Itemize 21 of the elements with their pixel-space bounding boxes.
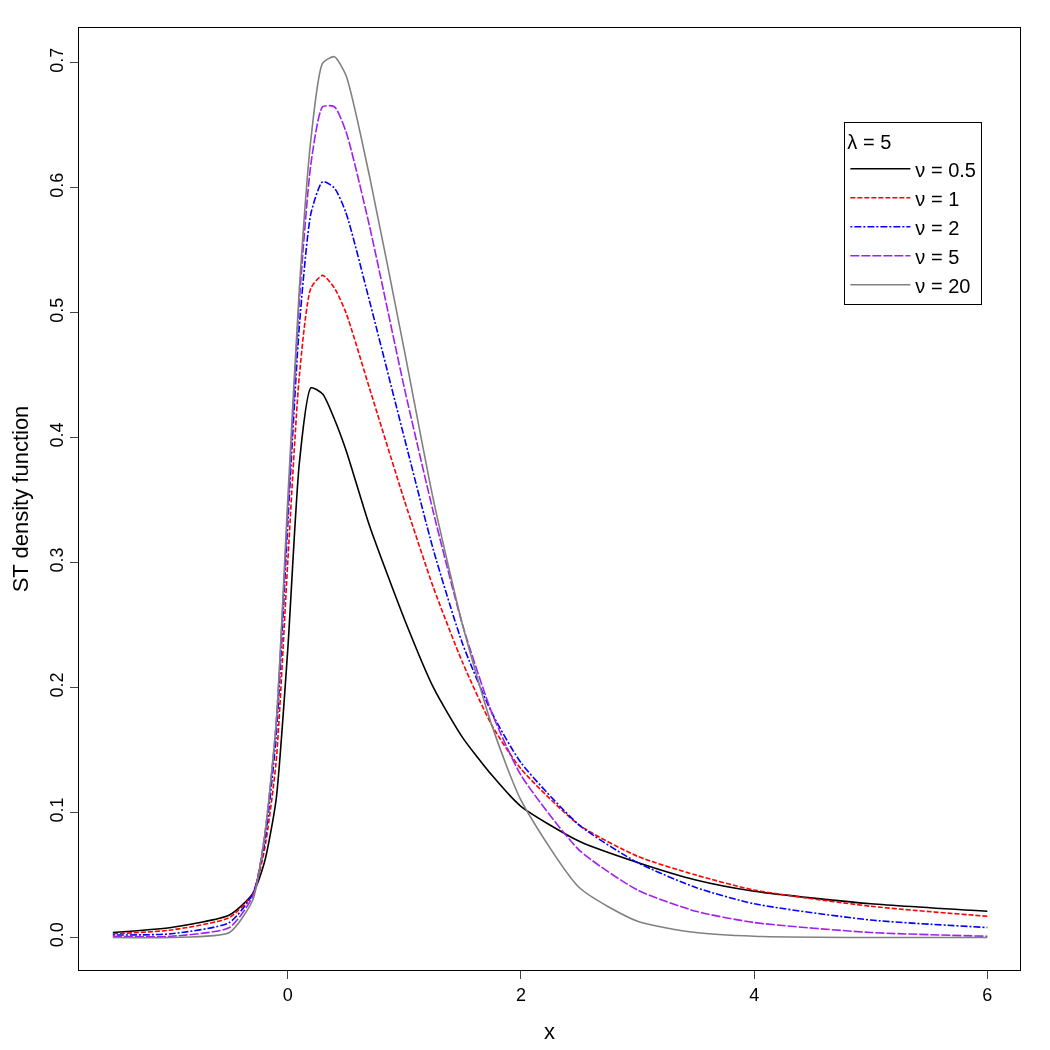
line-series	[112, 387, 989, 934]
legend-label: ν = 0.5	[915, 158, 976, 181]
x-tick-label: 2	[515, 984, 526, 1005]
x-tick-label: 6	[982, 984, 993, 1005]
y-tick-label: 0.7	[46, 47, 67, 73]
y-tick-label: 0.0	[46, 922, 67, 948]
legend-label: ν = 2	[915, 216, 960, 239]
y-axis-title: ST density function	[7, 405, 33, 593]
legend-label: ν = 1	[915, 187, 960, 210]
y-tick-label: 0.3	[46, 547, 67, 573]
y-tick-label: 0.5	[46, 297, 67, 323]
y-tick-label: 0.1	[46, 797, 67, 823]
legend-title: λ = 5	[847, 131, 892, 154]
y-tick-label: 0.4	[46, 422, 67, 448]
legend-label: ν = 20	[915, 274, 971, 297]
x-tick-label: 4	[749, 984, 760, 1005]
x-axis-title: x	[544, 1019, 555, 1045]
y-tick-label: 0.2	[46, 672, 67, 698]
x-tick-label: 0	[282, 984, 293, 1005]
legend-label: ν = 5	[915, 245, 960, 268]
y-tick-label: 0.6	[46, 172, 67, 198]
